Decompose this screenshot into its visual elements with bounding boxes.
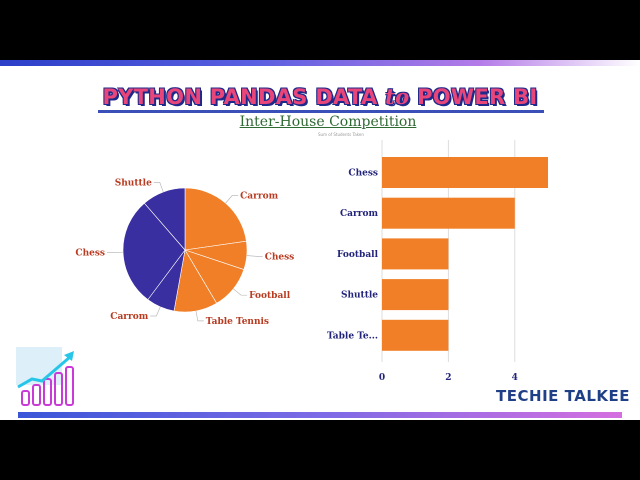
pie-leader-line bbox=[233, 288, 248, 296]
title-to: to bbox=[385, 84, 410, 109]
chart-caption: Sum of Students Taken bbox=[318, 132, 364, 137]
title-underline bbox=[98, 110, 544, 113]
growth-chart-icon bbox=[16, 347, 74, 406]
y-category-label: Football bbox=[337, 250, 379, 260]
pie-leader-line bbox=[225, 195, 239, 204]
x-tick-label: 2 bbox=[445, 373, 451, 383]
bottom-gradient-bar bbox=[18, 412, 622, 418]
bar bbox=[382, 197, 515, 229]
bar bbox=[382, 319, 449, 351]
y-category-label: Carrom bbox=[340, 209, 378, 219]
page-title: PYTHON PANDAS DATA to POWER BI bbox=[0, 84, 640, 109]
top-gradient-bar bbox=[0, 60, 640, 66]
x-tick-label: 0 bbox=[379, 373, 385, 383]
brand-name: TECHIE TALKEE bbox=[496, 387, 630, 405]
pie-slice-label: Shuttle bbox=[115, 179, 152, 189]
pie-slice-label: Carrom bbox=[240, 192, 278, 202]
x-tick-label: 4 bbox=[512, 373, 518, 383]
bar-chart: 0 2 4 Chess Carrom Football Shuttle Table Te... bbox=[327, 140, 548, 383]
pie-slice bbox=[122, 202, 186, 301]
y-category-label: Shuttle bbox=[341, 291, 378, 301]
pie-slice-label: Chess bbox=[265, 252, 295, 262]
pie-slice-label: Football bbox=[249, 291, 291, 301]
pie-slice-label: Chess bbox=[75, 249, 105, 259]
title-part-1: PYTHON PANDAS DATA bbox=[102, 85, 386, 109]
pie-leader-line bbox=[153, 182, 164, 193]
pie-slice bbox=[184, 187, 247, 251]
pie-leader-line bbox=[150, 306, 161, 317]
video-frame: PYTHON PANDAS DATA to POWER BI Inter-Hou… bbox=[0, 60, 640, 420]
bar bbox=[382, 279, 449, 311]
pie-slice-label: Table Tennis bbox=[206, 317, 269, 327]
bar bbox=[382, 157, 548, 188]
pie-chart: Carrom Chess Football Table Tennis Carrom Che… bbox=[75, 179, 295, 327]
title-part-2: POWER BI bbox=[409, 85, 538, 109]
pie-leader-line bbox=[195, 310, 204, 322]
y-category-label: Chess bbox=[348, 169, 378, 179]
bar bbox=[382, 238, 449, 270]
pie-leader-line bbox=[246, 255, 263, 257]
page-subtitle: Inter-House Competition bbox=[239, 114, 417, 130]
pie-slice bbox=[143, 187, 186, 251]
pie-slice-label: Carrom bbox=[110, 312, 148, 322]
y-category-label: Table Te... bbox=[327, 331, 378, 341]
